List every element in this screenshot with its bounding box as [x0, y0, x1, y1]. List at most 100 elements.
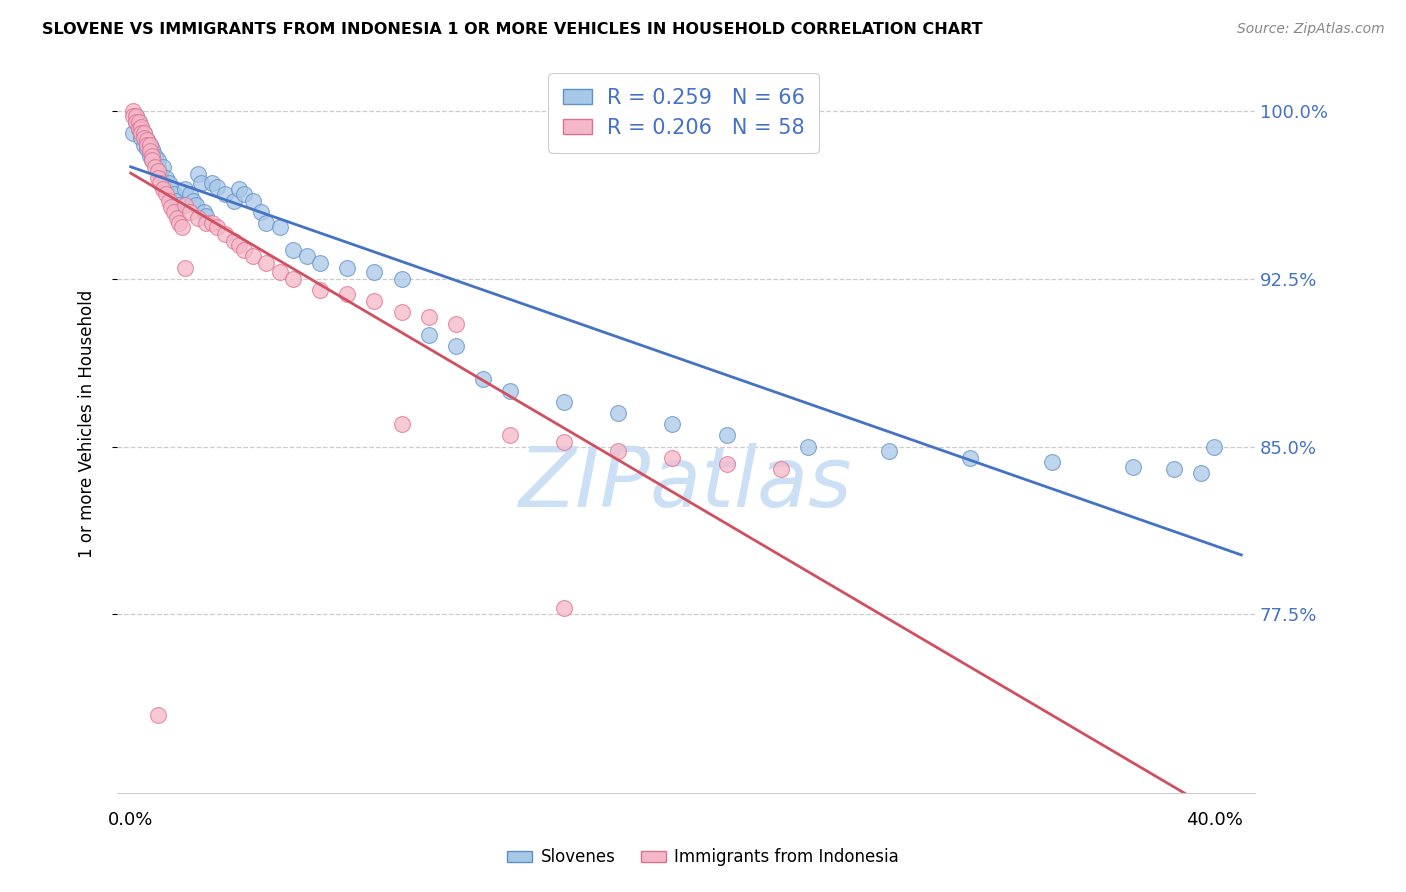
Point [797, 440, 820, 454]
Point [1122, 459, 1144, 474]
Point [716, 458, 738, 472]
Point [444, 339, 467, 353]
Point [131, 120, 153, 134]
Point [152, 160, 174, 174]
Point [363, 265, 385, 279]
Point [254, 256, 277, 270]
Text: Source: ZipAtlas.com: Source: ZipAtlas.com [1237, 22, 1385, 37]
Point [138, 137, 160, 152]
Point [172, 220, 194, 235]
Point [134, 131, 156, 145]
Point [122, 109, 145, 123]
Point [716, 428, 738, 442]
Point [254, 216, 277, 230]
Point [553, 600, 575, 615]
Point [228, 182, 250, 196]
Point [141, 142, 163, 156]
Point [141, 153, 163, 168]
Text: 0.0%: 0.0% [108, 811, 153, 830]
Point [222, 194, 245, 208]
Point [391, 305, 413, 319]
Point [128, 122, 150, 136]
Point [146, 708, 169, 723]
Point [201, 216, 224, 230]
Point [187, 167, 209, 181]
Point [283, 272, 305, 286]
Point [141, 149, 163, 163]
Point [195, 209, 218, 223]
Point [1040, 455, 1063, 469]
Point [249, 204, 271, 219]
Point [160, 182, 183, 196]
Point [877, 444, 900, 458]
Point [135, 142, 157, 156]
Point [363, 294, 385, 309]
Point [444, 317, 467, 331]
Point [169, 216, 191, 230]
Point [149, 167, 172, 181]
Point [125, 109, 148, 123]
Text: ZIPatlas: ZIPatlas [519, 442, 853, 524]
Point [336, 287, 359, 301]
Point [233, 243, 256, 257]
Point [134, 127, 156, 141]
Point [155, 171, 177, 186]
Point [146, 171, 169, 186]
Point [309, 256, 332, 270]
Point [193, 204, 215, 219]
Point [138, 145, 160, 159]
Point [166, 211, 188, 226]
Point [173, 260, 195, 275]
Point [471, 372, 494, 386]
Point [607, 444, 630, 458]
Point [309, 283, 332, 297]
Point [179, 204, 201, 219]
Point [959, 450, 981, 465]
Point [184, 198, 207, 212]
Point [149, 176, 172, 190]
Point [166, 194, 188, 208]
Point [128, 115, 150, 129]
Point [607, 406, 630, 420]
Point [128, 115, 150, 129]
Point [143, 160, 166, 174]
Point [283, 243, 305, 257]
Point [269, 265, 291, 279]
Point [1163, 462, 1185, 476]
Point [499, 384, 522, 398]
Point [135, 137, 157, 152]
Point [157, 176, 180, 190]
Point [128, 122, 150, 136]
Point [661, 450, 683, 465]
Point [769, 462, 792, 476]
Point [207, 180, 229, 194]
Point [135, 133, 157, 147]
Point [181, 194, 204, 208]
Point [336, 260, 359, 275]
Text: 40.0%: 40.0% [1185, 811, 1243, 830]
Point [242, 250, 264, 264]
Point [173, 182, 195, 196]
Point [228, 238, 250, 252]
Point [499, 428, 522, 442]
Point [122, 104, 145, 119]
Point [122, 127, 145, 141]
Legend: R = 0.259   N = 66, R = 0.206   N = 58: R = 0.259 N = 66, R = 0.206 N = 58 [548, 73, 820, 153]
Point [138, 149, 160, 163]
Point [233, 186, 256, 201]
Point [207, 220, 229, 235]
Point [155, 186, 177, 201]
Point [125, 115, 148, 129]
Point [173, 198, 195, 212]
Point [134, 127, 156, 141]
Point [214, 186, 236, 201]
Point [195, 216, 218, 230]
Point [1204, 440, 1226, 454]
Point [143, 149, 166, 163]
Point [269, 220, 291, 235]
Point [163, 204, 186, 219]
Point [131, 120, 153, 134]
Point [138, 137, 160, 152]
Point [163, 186, 186, 201]
Point [131, 131, 153, 145]
